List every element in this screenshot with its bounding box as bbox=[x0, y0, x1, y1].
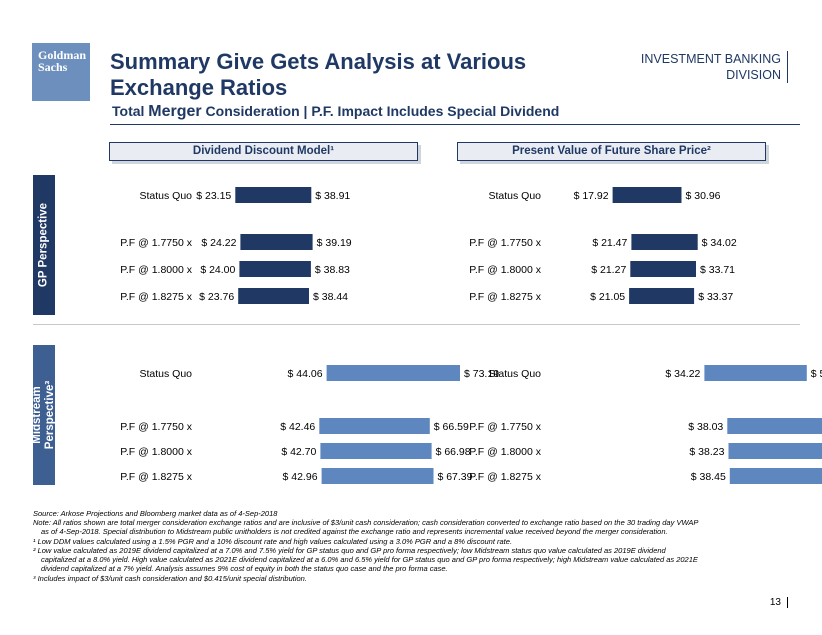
page-title: Summary Give Gets Analysis at Various Ex… bbox=[110, 49, 526, 101]
low-value-label: $ 23.15 bbox=[196, 190, 231, 202]
category-label: P.F @ 1.7750 x bbox=[120, 421, 193, 433]
range-bar bbox=[320, 443, 432, 459]
category-label: P.F @ 1.8275 x bbox=[120, 471, 193, 483]
category-label: P.F @ 1.8000 x bbox=[120, 446, 193, 458]
page-number: 13 bbox=[770, 597, 788, 608]
range-bar bbox=[704, 365, 807, 381]
footnote-2-line3: dividend capitalized at a 7% yield. Anal… bbox=[41, 564, 448, 573]
low-value-label: $ 42.70 bbox=[281, 446, 316, 458]
category-label: P.F @ 1.8000 x bbox=[120, 264, 193, 276]
category-label: P.F @ 1.8000 x bbox=[469, 446, 542, 458]
low-value-label: $ 24.00 bbox=[200, 264, 235, 276]
category-label: P.F @ 1.7750 x bbox=[469, 237, 542, 249]
range-bar bbox=[321, 468, 434, 484]
range-bar bbox=[728, 443, 822, 459]
range-bar bbox=[326, 365, 460, 381]
division-line2: DIVISION bbox=[726, 68, 781, 82]
low-value-label: $ 42.46 bbox=[280, 421, 315, 433]
footnote-2-line1: ² Low value calculated as 2019E dividend… bbox=[33, 546, 666, 555]
high-value-label: $ 67.39 bbox=[437, 471, 472, 483]
goldman-sachs-logo: Goldman Sachs bbox=[32, 43, 90, 101]
title-line2: Exchange Ratios bbox=[110, 75, 288, 100]
high-value-label: $ 66.98 bbox=[436, 446, 471, 458]
category-label: P.F @ 1.8275 x bbox=[469, 471, 542, 483]
logo-line2: Sachs bbox=[38, 60, 68, 74]
low-value-label: $ 34.22 bbox=[665, 368, 700, 380]
high-value-label: $ 34.02 bbox=[702, 237, 737, 249]
sidebar-midstream-perspective: Midstream Perspective³ bbox=[31, 345, 56, 485]
high-value-label: $ 33.71 bbox=[700, 264, 735, 276]
footnote-note-line2: as of 4-Sep-2018. Special distribution t… bbox=[41, 527, 668, 536]
high-value-label: $ 51.28 bbox=[811, 368, 822, 380]
low-value-label: $ 44.06 bbox=[288, 368, 323, 380]
range-bar bbox=[631, 234, 698, 250]
range-bar bbox=[240, 234, 313, 250]
category-label: Status Quo bbox=[488, 368, 541, 380]
high-value-label: $ 38.91 bbox=[315, 190, 350, 202]
low-value-label: $ 38.03 bbox=[688, 421, 723, 433]
range-bar bbox=[630, 261, 696, 277]
range-bar bbox=[727, 418, 822, 434]
low-value-label: $ 24.22 bbox=[201, 237, 236, 249]
low-value-label: $ 21.27 bbox=[591, 264, 626, 276]
high-value-label: $ 66.59 bbox=[434, 421, 469, 433]
low-value-label: $ 23.76 bbox=[199, 291, 234, 303]
division-line1: INVESTMENT BANKING bbox=[640, 52, 781, 66]
range-bar bbox=[612, 187, 682, 203]
category-label: P.F @ 1.7750 x bbox=[120, 237, 193, 249]
range-bar bbox=[629, 288, 695, 304]
header-divider bbox=[110, 124, 800, 125]
title-line1: Summary Give Gets Analysis at Various bbox=[110, 49, 527, 74]
high-value-label: $ 30.96 bbox=[685, 190, 720, 202]
subtitle-big: Merger bbox=[148, 103, 202, 120]
category-label: Status Quo bbox=[139, 190, 192, 202]
range-bar bbox=[238, 288, 309, 304]
footnote-1: ¹ Low DDM values calculated using a 1.5%… bbox=[33, 537, 513, 546]
column-header-pv: Present Value of Future Share Price² bbox=[457, 142, 766, 161]
category-label: Status Quo bbox=[488, 190, 541, 202]
column-header-ddm: Dividend Discount Model¹ bbox=[109, 142, 418, 161]
low-value-label: $ 21.47 bbox=[592, 237, 627, 249]
low-value-label: $ 38.45 bbox=[691, 471, 726, 483]
high-value-label: $ 38.44 bbox=[313, 291, 348, 303]
category-label: P.F @ 1.7750 x bbox=[469, 421, 542, 433]
low-value-label: $ 21.05 bbox=[590, 291, 625, 303]
section-divider bbox=[33, 324, 800, 325]
footnote-note-line1: Note: All ratios shown are total merger … bbox=[33, 518, 699, 527]
page-subtitle: Total Merger Consideration | P.F. Impact… bbox=[112, 103, 559, 121]
range-bar bbox=[319, 418, 430, 434]
division-label: INVESTMENT BANKING DIVISION bbox=[641, 51, 788, 83]
category-label: P.F @ 1.8275 x bbox=[120, 291, 193, 303]
low-value-label: $ 38.23 bbox=[689, 446, 724, 458]
low-value-label: $ 17.92 bbox=[574, 190, 609, 202]
logo-line1: Goldman bbox=[38, 48, 87, 62]
range-bar bbox=[239, 261, 311, 277]
footnote-2-line2: capitalized at a 8.0% yield. High value … bbox=[41, 555, 698, 564]
footnote-3: ³ Includes impact of $3/unit cash consid… bbox=[33, 574, 307, 583]
category-label: P.F @ 1.8000 x bbox=[469, 264, 542, 276]
category-label: P.F @ 1.8275 x bbox=[469, 291, 542, 303]
sidebar-gp-perspective: GP Perspective bbox=[33, 175, 55, 315]
high-value-label: $ 73.19 bbox=[464, 368, 499, 380]
subtitle-post: Consideration | P.F. Impact Includes Spe… bbox=[201, 103, 560, 119]
range-bar bbox=[235, 187, 312, 203]
range-bar bbox=[729, 468, 822, 484]
low-value-label: $ 42.96 bbox=[283, 471, 318, 483]
high-value-label: $ 33.37 bbox=[698, 291, 733, 303]
give-gets-chart: Status Quo $ 23.15 $ 38.91P.F @ 1.7750 x $ … bbox=[120, 187, 822, 484]
category-label: Status Quo bbox=[139, 368, 192, 380]
footnote-source: Source: Arkose Projections and Bloomberg… bbox=[33, 509, 278, 518]
high-value-label: $ 38.83 bbox=[315, 264, 350, 276]
subtitle-pre: Total bbox=[112, 103, 149, 119]
high-value-label: $ 39.19 bbox=[317, 237, 352, 249]
